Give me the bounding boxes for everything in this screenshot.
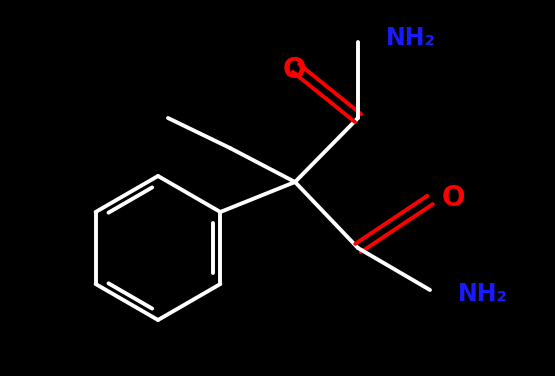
Text: O: O [282, 56, 306, 84]
Text: NH₂: NH₂ [386, 26, 436, 50]
Text: NH₂: NH₂ [458, 282, 508, 306]
Text: O: O [442, 184, 466, 212]
